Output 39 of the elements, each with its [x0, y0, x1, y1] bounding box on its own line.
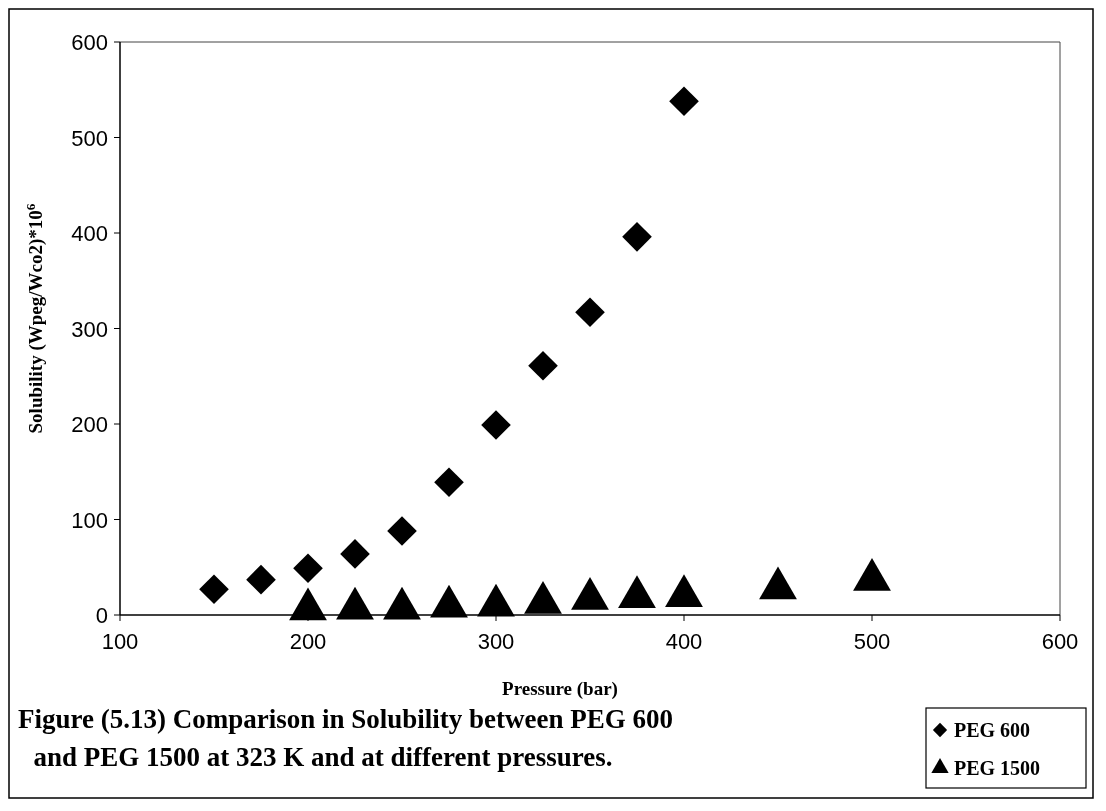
- point: [434, 467, 464, 498]
- x-tick-label: 200: [289, 629, 327, 654]
- y-tick-label: 100: [71, 507, 108, 533]
- point: [477, 583, 515, 617]
- point: [293, 553, 323, 584]
- x-tick-label: 500: [853, 629, 891, 654]
- x-axis-title: Pressure (bar): [502, 678, 618, 700]
- point: [481, 410, 511, 440]
- legend-label: PEG 600: [954, 719, 1031, 741]
- y-tick-label: 300: [71, 316, 108, 342]
- point: [571, 577, 609, 610]
- x-tick-label: 600: [1041, 629, 1079, 654]
- point: [340, 539, 370, 569]
- point: [336, 586, 374, 620]
- point: [665, 574, 703, 607]
- point: [289, 587, 327, 621]
- x-tick-label: 300: [477, 629, 515, 654]
- y-tick-label: 200: [71, 412, 108, 437]
- point: [618, 575, 656, 608]
- point: [759, 566, 797, 600]
- y-tick-label: 0: [95, 603, 108, 628]
- legend-label: PEG 1500: [954, 757, 1041, 779]
- point: [669, 86, 699, 117]
- point: [387, 516, 417, 546]
- x-tick-label: 100: [101, 629, 139, 654]
- y-tick-label: 600: [71, 30, 108, 55]
- point: [199, 574, 229, 605]
- y-tick-label: 400: [71, 221, 108, 246]
- point: [246, 564, 276, 595]
- point: [383, 586, 421, 620]
- point: [524, 580, 562, 614]
- point: [575, 297, 605, 328]
- point: [430, 584, 468, 618]
- text: Figure (5.13) Comparison in Solubility between PEG 600 and PEG 1500 at 323 K and at different pressures.: [18, 704, 674, 772]
- point: [528, 350, 558, 381]
- point: [622, 222, 652, 252]
- x-tick-label: 400: [665, 629, 703, 654]
- point: [853, 558, 891, 591]
- y-tick-label: 500: [71, 125, 108, 151]
